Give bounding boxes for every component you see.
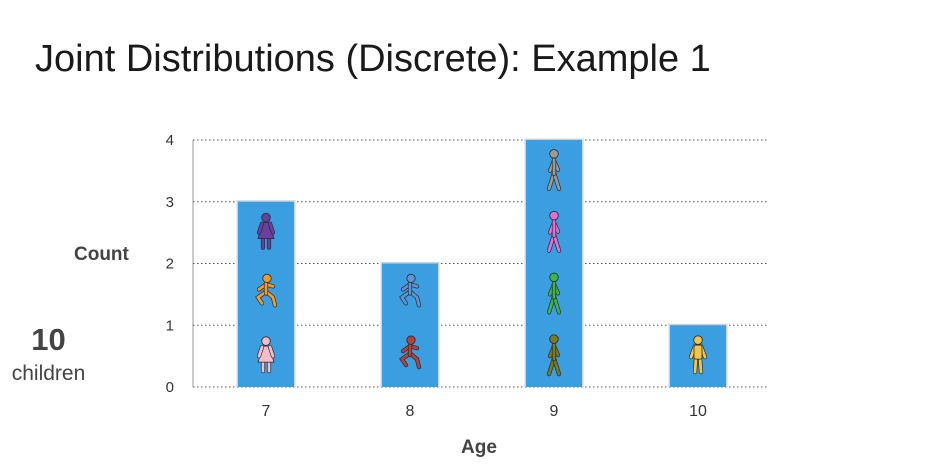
child-running-icon: [399, 273, 422, 308]
person-standing-icon: [688, 335, 708, 375]
person-walking-icon: [546, 272, 562, 315]
x-tick-label: 9: [550, 403, 559, 420]
x-tick-label: 7: [262, 403, 271, 420]
person-walking-icon: [546, 334, 562, 377]
child-running-icon: [399, 335, 422, 370]
y-tick-label: 1: [166, 317, 174, 334]
x-tick-label: 10: [689, 403, 707, 420]
x-tick-label: 8: [406, 403, 415, 420]
total-count-number: 10: [31, 322, 66, 357]
child-running-icon: [255, 273, 278, 308]
person-walking-icon: [546, 210, 562, 253]
y-tick-label: 3: [166, 194, 174, 211]
y-tick-label: 2: [166, 256, 174, 273]
y-tick-label: 0: [166, 379, 174, 396]
y-axis-label: Count: [74, 244, 129, 265]
person-walking-icon: [546, 149, 562, 191]
girl-standing-icon: [256, 336, 276, 374]
woman-standing-icon: [256, 212, 276, 250]
total-count-unit: children: [11, 362, 86, 385]
slide-title: Joint Distributions (Discrete): Example …: [35, 38, 711, 80]
y-tick-label: 4: [166, 132, 174, 149]
x-axis-label: Age: [461, 437, 497, 458]
